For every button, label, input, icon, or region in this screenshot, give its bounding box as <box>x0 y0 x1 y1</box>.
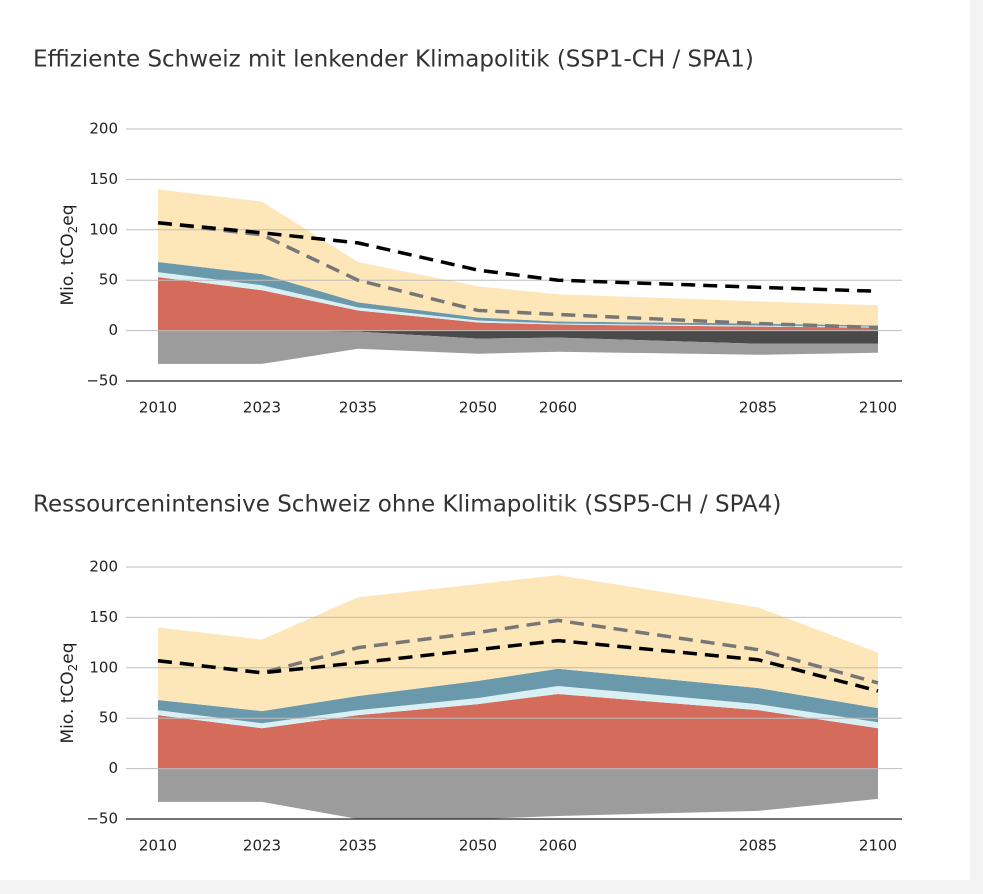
dashed-line <box>157 221 879 330</box>
y-label-part: eq <box>58 642 78 663</box>
x-tick-label: 2085 <box>739 837 777 855</box>
y-label-part: 2 <box>66 664 80 672</box>
x-tick-label: 2023 <box>243 399 281 417</box>
y-tick-label: −50 <box>86 810 118 828</box>
dashed-line <box>157 638 879 693</box>
y-label-part: 2 <box>66 226 80 234</box>
area <box>158 768 878 819</box>
y-tick-label: 50 <box>99 709 118 727</box>
y-label-part: Mio. tCO <box>58 233 78 305</box>
x-tick-label: 2100 <box>859 837 897 855</box>
area <box>158 189 878 326</box>
y-tick-label: 200 <box>89 120 118 138</box>
y-tick-label: 0 <box>108 759 118 777</box>
area <box>158 668 878 724</box>
dashed-line <box>157 221 879 294</box>
x-tick-label: 2060 <box>539 399 577 417</box>
y-tick-label: 150 <box>89 608 118 626</box>
y-axis-label: Mio. tCO2eq <box>58 204 80 305</box>
chart-title: Ressourcenintensive Schweiz ohne Klimapo… <box>33 492 781 518</box>
area <box>158 330 878 344</box>
y-tick-label: 100 <box>89 220 118 238</box>
area <box>158 685 878 729</box>
x-tick-label: 2050 <box>459 399 497 417</box>
x-tick-label: 2100 <box>859 399 897 417</box>
x-tick-label: 2085 <box>739 399 777 417</box>
y-tick-label: −50 <box>86 372 118 390</box>
y-tick-label: 50 <box>99 271 118 289</box>
x-tick-label: 2010 <box>139 399 177 417</box>
area <box>158 330 878 364</box>
x-tick-label: 2035 <box>339 399 377 417</box>
x-tick-label: 2023 <box>243 837 281 855</box>
y-tick-label: 100 <box>89 658 118 676</box>
y-tick-label: 150 <box>89 170 118 188</box>
area <box>158 262 878 327</box>
y-axis-label: Mio. tCO2eq <box>58 642 80 743</box>
chart-title: Effiziente Schweiz mit lenkender Klimapo… <box>33 47 754 73</box>
area <box>158 694 878 769</box>
x-tick-label: 2010 <box>139 837 177 855</box>
area <box>158 277 878 331</box>
y-tick-label: 0 <box>108 321 118 339</box>
y-tick-label: 200 <box>89 558 118 576</box>
y-label-part: Mio. tCO <box>58 671 78 743</box>
x-tick-label: 2050 <box>459 837 497 855</box>
dashed-line <box>157 618 879 685</box>
y-label-part: eq <box>58 204 78 225</box>
x-tick-label: 2060 <box>539 837 577 855</box>
x-tick-label: 2035 <box>339 837 377 855</box>
area <box>158 575 878 712</box>
